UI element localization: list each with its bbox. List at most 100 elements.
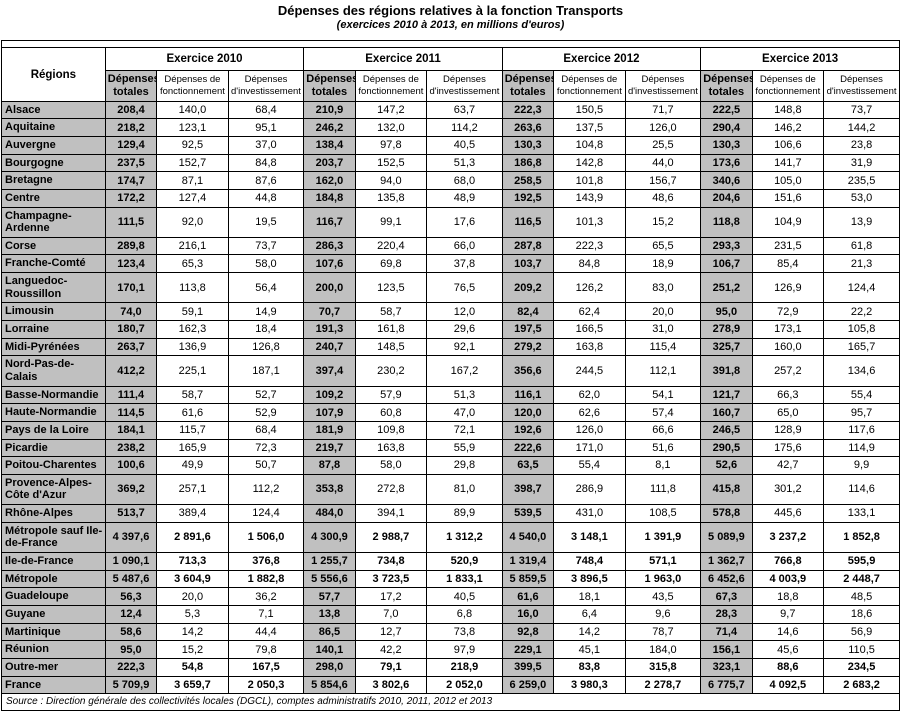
value-cell: 87,6 bbox=[227, 171, 305, 190]
value-cell: 5 709,9 bbox=[104, 675, 158, 695]
value-cell: 513,7 bbox=[104, 504, 158, 523]
value-cell: 22,2 bbox=[823, 302, 900, 322]
value-cell: 72,3 bbox=[227, 438, 305, 458]
column-subheader: Dépenses totales bbox=[303, 70, 356, 102]
value-cell: 52,9 bbox=[227, 403, 305, 422]
table-row: Pays de la Loire 184,1 115,7 68,4 181,9 109,8… bbox=[1, 420, 900, 440]
value-cell: 225,1 bbox=[156, 355, 229, 387]
value-cell: 121,7 bbox=[700, 385, 753, 405]
value-cell: 1 963,0 bbox=[624, 569, 702, 589]
value-cell: 166,5 bbox=[553, 320, 626, 339]
value-cell: 391,8 bbox=[700, 355, 753, 387]
value-cell: 181,9 bbox=[303, 420, 356, 440]
value-cell: 376,8 bbox=[227, 552, 305, 571]
region-cell: Martinique bbox=[1, 622, 106, 642]
value-cell: 1 852,8 bbox=[823, 521, 900, 554]
spacer-row bbox=[1, 40, 900, 49]
value-cell: 1 506,0 bbox=[227, 521, 305, 554]
value-cell: 123,1 bbox=[156, 118, 229, 137]
value-cell: 112,2 bbox=[227, 473, 305, 506]
table-row: Métropole 5 487,6 3 604,9 1 882,8 5 556,6 3 7… bbox=[1, 569, 900, 589]
value-cell: 152,7 bbox=[156, 153, 229, 173]
regions-header: Régions bbox=[1, 47, 106, 102]
value-cell: 286,3 bbox=[303, 236, 356, 256]
value-cell: 79,8 bbox=[227, 640, 305, 659]
value-cell: 63,5 bbox=[501, 456, 555, 475]
value-cell: 222,5 bbox=[700, 100, 753, 120]
value-cell: 66,6 bbox=[624, 420, 702, 440]
value-cell: 123,5 bbox=[354, 272, 428, 304]
value-cell: 186,8 bbox=[501, 153, 555, 173]
region-cell: Poitou-Charentes bbox=[1, 456, 106, 475]
value-cell: 14,2 bbox=[553, 622, 626, 642]
year-header: Exercice 2013 bbox=[700, 47, 900, 72]
value-cell: 257,1 bbox=[156, 473, 229, 506]
value-cell: 126,2 bbox=[553, 272, 626, 304]
value-cell: 1 090,1 bbox=[104, 552, 158, 571]
value-cell: 156,1 bbox=[700, 640, 753, 659]
value-cell: 128,9 bbox=[751, 420, 825, 440]
value-cell: 3 802,6 bbox=[354, 675, 428, 695]
value-cell: 83,8 bbox=[553, 657, 626, 677]
value-cell: 50,7 bbox=[227, 456, 305, 475]
value-cell: 187,1 bbox=[227, 355, 305, 387]
region-cell: Rhône-Alpes bbox=[1, 504, 106, 523]
value-cell: 92,5 bbox=[156, 136, 229, 155]
value-cell: 51,3 bbox=[426, 385, 503, 405]
value-cell: 68,4 bbox=[227, 420, 305, 440]
value-cell: 218,2 bbox=[104, 118, 158, 137]
expenses-table: Régions Exercice 2010 Exercice 2011 Exercic… bbox=[1, 40, 900, 695]
region-cell: Champagne-Ardenne bbox=[1, 206, 106, 238]
value-cell: 57,7 bbox=[303, 587, 356, 606]
value-cell: 8,1 bbox=[624, 456, 702, 475]
value-cell: 17,2 bbox=[354, 587, 428, 606]
column-subheader: Dépenses de fonctionnement bbox=[751, 70, 825, 102]
value-cell: 200,0 bbox=[303, 272, 356, 304]
region-cell: Lorraine bbox=[1, 320, 106, 339]
value-cell: 130,3 bbox=[700, 136, 753, 155]
value-cell: 47,0 bbox=[426, 403, 503, 422]
value-cell: 95,1 bbox=[227, 118, 305, 137]
value-cell: 141,7 bbox=[751, 153, 825, 173]
value-cell: 140,1 bbox=[303, 640, 356, 659]
year-header-row: Régions Exercice 2010 Exercice 2011 Exercic… bbox=[1, 47, 900, 102]
value-cell: 36,2 bbox=[227, 587, 305, 606]
value-cell: 142,8 bbox=[553, 153, 626, 173]
value-cell: 150,5 bbox=[553, 100, 626, 120]
value-cell: 263,7 bbox=[104, 337, 158, 357]
value-cell: 323,1 bbox=[700, 657, 753, 677]
value-cell: 6,8 bbox=[426, 604, 503, 624]
value-cell: 44,0 bbox=[624, 153, 702, 173]
value-cell: 81,0 bbox=[426, 473, 503, 506]
value-cell: 17,6 bbox=[426, 206, 503, 238]
table-row: Languedoc-Roussillon 170,1 113,8 56,4 200,0 1… bbox=[1, 272, 900, 304]
value-cell: 4 300,9 bbox=[303, 521, 356, 554]
table-row: Outre-mer 222,3 54,8 167,5 298,0 79,1 218,9 399… bbox=[1, 657, 900, 677]
value-cell: 126,8 bbox=[227, 337, 305, 357]
value-cell: 63,7 bbox=[426, 100, 503, 120]
value-cell: 23,8 bbox=[823, 136, 900, 155]
value-cell: 5 854,6 bbox=[303, 675, 356, 695]
region-cell: Aquitaine bbox=[1, 118, 106, 137]
value-cell: 222,3 bbox=[553, 236, 626, 256]
value-cell: 52,6 bbox=[700, 456, 753, 475]
column-subheader: Dépenses totales bbox=[501, 70, 555, 102]
value-cell: 289,8 bbox=[104, 236, 158, 256]
value-cell: 53,0 bbox=[823, 188, 900, 208]
value-cell: 18,9 bbox=[624, 254, 702, 274]
value-cell: 325,7 bbox=[700, 337, 753, 357]
value-cell: 12,0 bbox=[426, 302, 503, 322]
value-cell: 161,8 bbox=[354, 320, 428, 339]
value-cell: 66,3 bbox=[751, 385, 825, 405]
table-row: Métropole sauf Ile-de-France 4 397,6 2 891… bbox=[1, 521, 900, 554]
value-cell: 115,4 bbox=[624, 337, 702, 357]
table-row: Guyane 12,4 5,3 7,1 13,8 7,0 6,8 16,0 6,4 9,6 28,3… bbox=[1, 604, 900, 624]
value-cell: 106,7 bbox=[700, 254, 753, 274]
value-cell: 192,6 bbox=[501, 420, 555, 440]
value-cell: 97,9 bbox=[426, 640, 503, 659]
value-cell: 235,5 bbox=[823, 171, 900, 190]
value-cell: 2 448,7 bbox=[823, 569, 900, 589]
value-cell: 229,1 bbox=[501, 640, 555, 659]
value-cell: 18,1 bbox=[553, 587, 626, 606]
value-cell: 5 487,6 bbox=[104, 569, 158, 589]
